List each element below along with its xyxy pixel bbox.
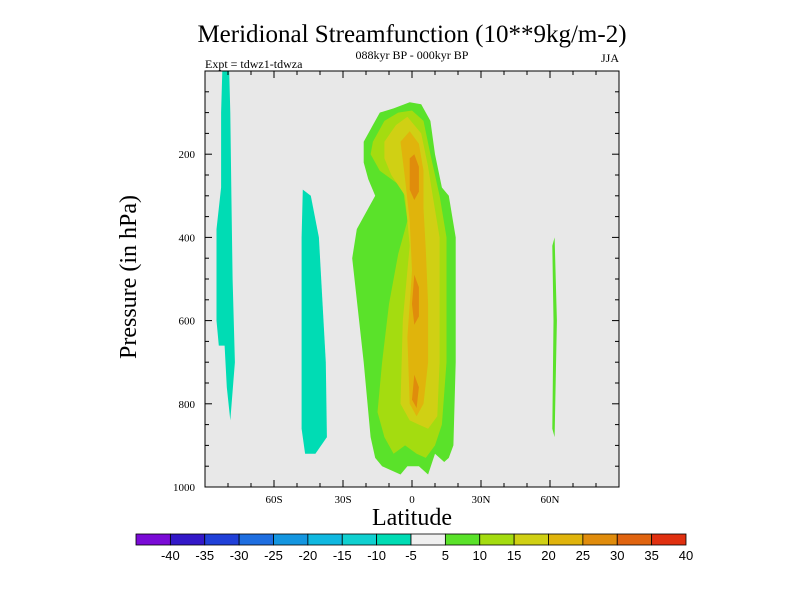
- nh-high-lat-streak: [552, 237, 557, 438]
- sh-high-lat-tongue: [216, 71, 235, 421]
- colorbar-label: 20: [541, 548, 555, 563]
- colorbar-label: -20: [298, 548, 317, 563]
- colorbar-label: 10: [473, 548, 487, 563]
- y-tick-label: 400: [179, 232, 196, 244]
- tropical-cell-25: [400, 131, 429, 417]
- colorbar-label: 40: [679, 548, 693, 563]
- colorbar: -40 -35 -30 -25 -20 -15 -10 -5 5 10 15 20 25 30 35 40: [135, 533, 693, 563]
- colorbar-swatch: [238, 533, 274, 546]
- colorbar-label: -5: [405, 548, 417, 563]
- y-axis-label: Pressure (in hPa): [116, 195, 142, 359]
- y-tick-label: 600: [179, 316, 196, 328]
- colorbar-label: -10: [367, 548, 386, 563]
- colorbar-swatch: [135, 533, 171, 546]
- chart-subtitle: 088kyr BP - 000kyr BP: [356, 48, 469, 62]
- colorbar-swatch: [204, 533, 240, 546]
- y-tick-label: 800: [179, 399, 196, 411]
- colorbar-swatch: [273, 533, 309, 546]
- x-tick-label: 0: [409, 494, 415, 506]
- colorbar-label: 30: [610, 548, 624, 563]
- x-tick-label: 60N: [541, 494, 560, 506]
- colorbar-swatch: [616, 533, 653, 546]
- colorbar-swatch: [651, 533, 687, 546]
- colorbar-label: -15: [333, 548, 352, 563]
- colorbar-swatch: [410, 533, 446, 546]
- y-axis: 200 400 600 800 1000: [173, 91, 619, 494]
- tropical-core-upper: [409, 154, 419, 200]
- colorbar-swatch: [169, 533, 206, 546]
- season-label: JJA: [601, 51, 619, 65]
- experiment-label: Expt = tdwz1-tdwza: [205, 57, 303, 71]
- tropical-core-mid: [412, 274, 419, 325]
- chart-title: Meridional Streamfunction (10**9kg/m-2): [197, 21, 626, 48]
- colorbar-label: 5: [442, 548, 449, 563]
- colorbar-swatch: [341, 533, 378, 546]
- colorbar-swatch: [479, 533, 515, 546]
- colorbar-label: -30: [230, 548, 249, 563]
- colorbar-label: 25: [576, 548, 590, 563]
- colorbar-swatch: [376, 533, 412, 546]
- contour-regions: [216, 71, 557, 475]
- x-axis: 60S 30S 0 30N 60N: [204, 71, 620, 506]
- x-axis-label: Latitude: [372, 505, 452, 531]
- colorbar-label: -40: [161, 548, 180, 563]
- colorbar-label: 15: [507, 548, 521, 563]
- colorbar-swatch: [582, 533, 618, 546]
- sh-mid-lat-cell: [301, 189, 327, 454]
- y-tick-label: 200: [179, 149, 196, 161]
- x-tick-label: 30N: [472, 494, 491, 506]
- tropical-core-low: [412, 374, 419, 408]
- colorbar-swatch: [307, 533, 343, 546]
- x-tick-label: 60S: [265, 494, 282, 506]
- colorbar-label: -35: [195, 548, 214, 563]
- colorbar-label: -25: [264, 548, 283, 563]
- colorbar-label: 35: [644, 548, 658, 563]
- colorbar-swatch: [548, 533, 584, 546]
- y-tick-label: 1000: [173, 482, 196, 494]
- colorbar-swatch: [444, 533, 481, 546]
- colorbar-swatch: [513, 533, 549, 546]
- x-tick-label: 30S: [334, 494, 351, 506]
